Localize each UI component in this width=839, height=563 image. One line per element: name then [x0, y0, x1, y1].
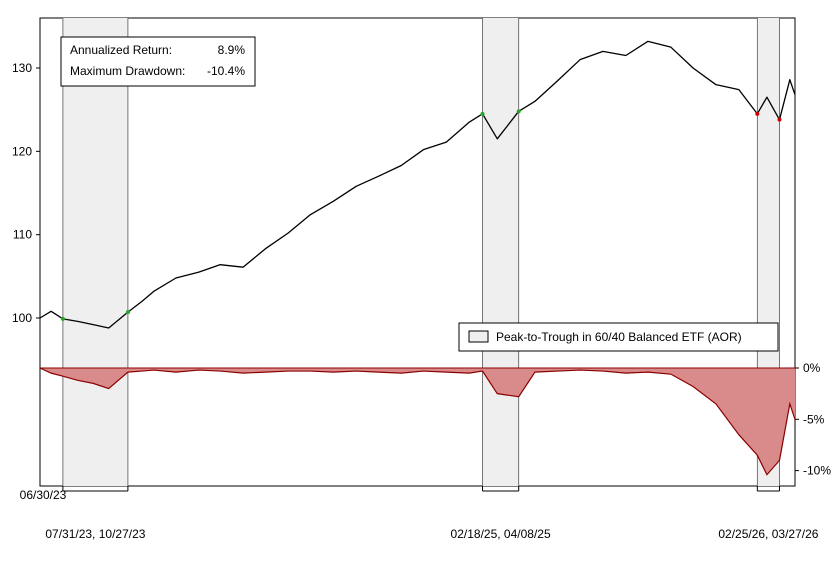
stats-box: Annualized Return: 8.9% Maximum Drawdown…	[60, 36, 256, 87]
period-date-label-1: 07/31/23, 10/27/23	[45, 527, 145, 541]
drawdown-tick-label: 0%	[803, 361, 821, 375]
legend-swatch	[468, 330, 489, 343]
period-end-marker	[777, 117, 782, 122]
period-date-label-3: 02/25/26, 03/27/26	[718, 527, 818, 541]
period-start-marker	[480, 111, 485, 116]
period-shade-1	[62, 18, 128, 486]
annualized-return-label: Annualized Return:	[70, 43, 172, 57]
price-tick-label: 110	[13, 228, 32, 242]
period-shade-2	[482, 18, 519, 486]
period-start-marker	[60, 316, 65, 321]
max-drawdown-value: -10.4%	[207, 64, 245, 78]
legend-label: Peak-to-Trough in 60/40 Balanced ETF (AO…	[496, 330, 742, 344]
drawdown-line	[39, 367, 796, 476]
period-date-label-2: 02/18/25, 04/08/25	[451, 527, 551, 541]
price-tick-label: 100	[12, 311, 32, 325]
drawdown-axis: 0% -5% -10%	[795, 361, 831, 478]
period-end-marker	[516, 109, 521, 114]
start-date-label: 06/30/23	[20, 488, 67, 502]
period-bracket-3	[756, 486, 780, 492]
date-labels: 06/30/23 07/31/23, 10/27/23 02/18/25, 04/0…	[20, 486, 819, 541]
period-bracket-1	[62, 486, 129, 492]
period-start-marker	[755, 111, 760, 116]
drawdown-panel-frame	[39, 367, 796, 487]
period-end-marker	[125, 310, 130, 315]
legend: Peak-to-Trough in 60/40 Balanced ETF (AO…	[458, 322, 779, 352]
drawdown-fill	[40, 368, 795, 475]
drawdown-tick-label: -10%	[803, 464, 831, 478]
drawdown-tick-label: -5%	[803, 412, 825, 426]
price-axis: 100 110 120 130	[12, 61, 40, 325]
max-drawdown-label: Maximum Drawdown:	[70, 64, 185, 78]
price-tick-label: 130	[12, 61, 32, 75]
price-line	[39, 40, 796, 329]
drawdown-area	[39, 367, 796, 476]
price-line-group	[39, 40, 796, 329]
period-bracket-2	[482, 486, 520, 492]
annualized-return-value: 8.9%	[218, 43, 246, 57]
drawdown-period-shading	[62, 18, 780, 486]
price-tick-label: 120	[12, 144, 32, 158]
